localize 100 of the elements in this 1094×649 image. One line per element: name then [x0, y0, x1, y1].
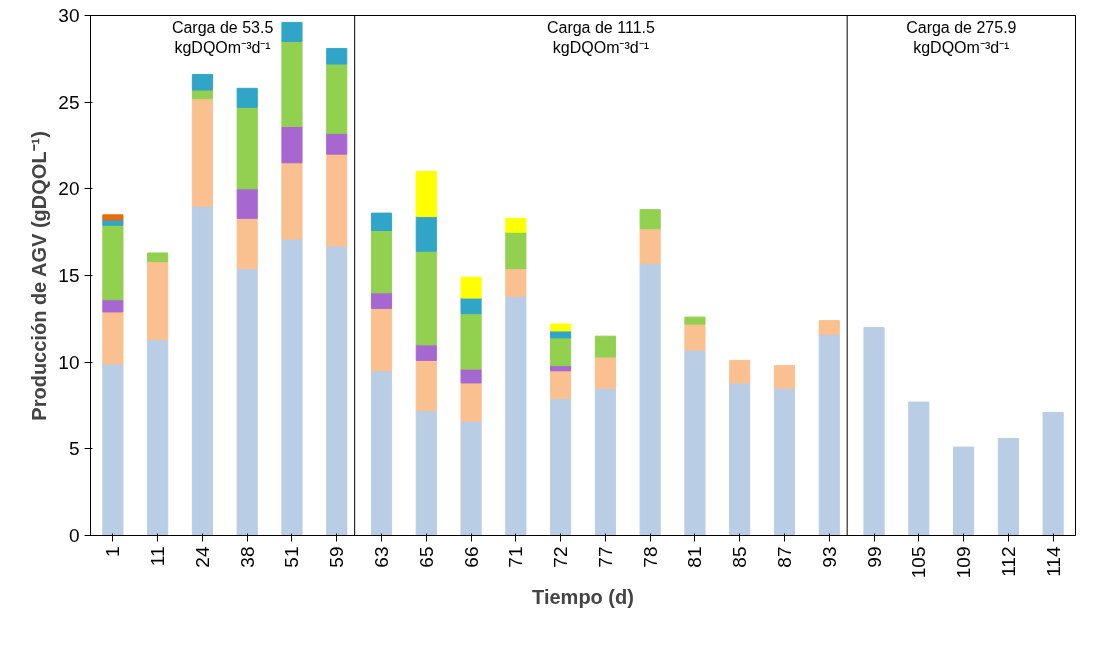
bar [639, 262, 661, 536]
x-tick-label: 87 [773, 546, 795, 568]
bar [550, 398, 572, 536]
bar [460, 382, 482, 422]
x-tick-label: 51 [281, 546, 303, 568]
bar [460, 297, 482, 315]
x-tick-label: 1 [102, 546, 124, 558]
bar [326, 132, 348, 155]
bar [460, 368, 482, 384]
bar [370, 292, 393, 309]
bar [639, 209, 661, 230]
bar [191, 205, 214, 536]
bar [729, 359, 751, 384]
x-tick-label: 112 [997, 546, 1019, 577]
bar [370, 212, 393, 231]
y-tick-label: 5 [68, 438, 80, 460]
bar [415, 359, 437, 412]
bar [818, 333, 840, 536]
bar [415, 171, 437, 218]
x-tick-label: 85 [729, 546, 751, 568]
x-tick-label: 63 [371, 546, 393, 568]
bar [505, 217, 527, 233]
bar [550, 370, 572, 400]
bar [415, 250, 437, 346]
bar [773, 387, 796, 536]
x-tick-label: 77 [594, 546, 616, 568]
y-tick-label: 10 [58, 351, 80, 373]
y-tick-label: 30 [58, 5, 80, 26]
x-tick-label: 38 [236, 546, 258, 568]
bar [370, 229, 393, 294]
x-tick-label: 71 [505, 546, 527, 568]
x-tick-label: 99 [863, 546, 885, 568]
bar [147, 339, 169, 536]
annotation: Carga de 275.9 kgDQOm⁻³d⁻¹ [906, 18, 1017, 56]
bar [236, 188, 258, 219]
bar [460, 313, 482, 370]
bar [505, 268, 527, 297]
bar [684, 316, 706, 325]
bar [236, 87, 258, 108]
bar [594, 335, 616, 358]
y-tick-label: 15 [58, 265, 80, 286]
bar [281, 125, 303, 164]
bar [460, 420, 482, 536]
bar [415, 216, 437, 252]
bar [191, 98, 214, 207]
bar [952, 446, 975, 536]
annotation: Carga de 111.5 kgDQOm⁻³d⁻¹ [546, 18, 655, 56]
x-tick-label: 24 [191, 546, 213, 568]
bar [505, 231, 527, 270]
bar [326, 245, 348, 536]
bar [460, 276, 482, 299]
x-tick-label: 72 [550, 546, 572, 568]
bar [594, 387, 616, 536]
x-tick-label: 65 [415, 546, 437, 568]
y-tick-label: 20 [58, 178, 80, 200]
bar [236, 106, 258, 190]
bar [102, 311, 124, 365]
bar [818, 320, 840, 335]
annotation: Carga de 53.5 kgDQOm⁻³d⁻¹ [171, 18, 274, 56]
x-axis-title: Tiempo (d) [532, 586, 634, 609]
x-tick-label: 114 [1042, 546, 1064, 577]
x-tick-label: 59 [326, 546, 348, 568]
bar [550, 337, 572, 367]
bar [236, 217, 258, 270]
bar [684, 349, 706, 536]
bar [415, 410, 437, 536]
y-tick-label: 25 [58, 91, 80, 113]
bar [908, 401, 930, 536]
bar [594, 356, 616, 389]
bar [326, 63, 348, 134]
bar [1042, 411, 1064, 536]
bar [326, 153, 348, 247]
bar [281, 41, 303, 127]
bar [997, 437, 1019, 536]
bar [773, 365, 796, 389]
bar [102, 363, 124, 536]
bar [147, 261, 169, 341]
bar [102, 224, 124, 301]
bar [281, 21, 303, 42]
bar [102, 214, 124, 221]
y-tick-label: 0 [68, 525, 80, 546]
bar [863, 327, 885, 536]
bar [281, 238, 303, 536]
bar [370, 307, 393, 372]
bar [415, 344, 437, 361]
bar [147, 252, 169, 263]
x-tick-label: 11 [147, 546, 169, 567]
x-tick-label: 109 [953, 546, 975, 579]
x-tick-label: 93 [818, 546, 840, 568]
bar [281, 162, 303, 240]
bar [102, 299, 124, 313]
x-tick-label: 78 [639, 546, 661, 568]
bar [729, 382, 751, 536]
y-axis-title: Producción de AGV (gDQOL⁻¹) [28, 131, 51, 421]
bar [684, 323, 706, 351]
bar [191, 73, 214, 91]
bar [370, 370, 393, 536]
bar [639, 228, 661, 264]
x-tick-label: 66 [460, 546, 482, 568]
bar [326, 47, 348, 65]
